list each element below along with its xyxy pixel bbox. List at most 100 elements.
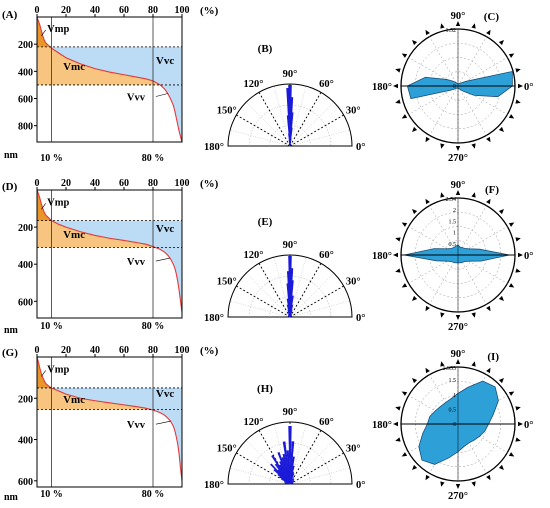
polar-rmax-label: 1.52 (446, 28, 457, 34)
polar-spoke (429, 36, 459, 87)
polar-tick-marker (440, 23, 445, 29)
rose-spoke (289, 129, 350, 147)
polar-angle-270: 270° (448, 491, 468, 502)
rose-angle-label: 30° (346, 444, 361, 455)
polar-angle-180: 180° (372, 251, 392, 262)
mr2-label: 80 % (142, 321, 165, 332)
rose-spoke (289, 272, 335, 318)
polar-tick-marker (395, 406, 401, 411)
polar-angle-270: 270° (448, 153, 468, 164)
polar-tick-marker (455, 359, 461, 364)
rose-angle-label: 60° (319, 417, 334, 428)
rose-chart-b: (B) 0° 30° 60° 90° 120° 150° 180° (204, 43, 365, 153)
polar-r-tick-label: 2 (453, 208, 456, 214)
mr2-label: 80 % (142, 489, 165, 500)
vvv-region (151, 409, 182, 487)
rose-angle-label: 0° (356, 142, 365, 153)
polar-tick-marker (401, 452, 408, 457)
y-tick-label: 200 (18, 394, 33, 405)
y-unit-label: nm (4, 150, 19, 161)
polar-tick-marker (498, 209, 504, 215)
panel-label: (I) (487, 351, 499, 363)
panel-label: (A) (2, 9, 18, 21)
rose-spoke (289, 467, 350, 485)
rose-petal (287, 315, 291, 318)
vvc-region (50, 46, 182, 85)
rose-spoke (289, 86, 307, 147)
polar-tick-marker (440, 481, 445, 487)
rose-angle-label: 60° (319, 79, 334, 90)
rose-angle-label: 150° (217, 277, 237, 288)
vvv-label: Vvv (127, 420, 146, 431)
area-chart-a: (A) 0 20 40 60 80 100 (%) 200 400 600 800 nm 10 % 80 %… (2, 5, 219, 164)
polar-r-tick-label: 1 (453, 231, 456, 237)
vmc-region (37, 387, 152, 410)
polar-tick-marker (401, 391, 408, 396)
polar-tick-marker (425, 198, 430, 205)
x-tick-label: 60 (119, 345, 129, 356)
vmc-region (37, 46, 161, 85)
rose-petal (289, 473, 295, 485)
polar-angle-0: 0° (524, 251, 533, 262)
vmc-label: Vmc (63, 61, 85, 73)
rose-angle-label: 180° (204, 313, 224, 324)
y-tick-label: 800 (18, 122, 33, 133)
polar-chart-i: (I) 1.953 1.5 1 0.5 0 90° 180° 270° 0° (372, 349, 533, 502)
polar-rmax-label: 1.953 (443, 366, 457, 372)
polar-tick-marker (395, 99, 401, 104)
polar-tick-marker (455, 190, 461, 195)
polar-spoke (429, 254, 459, 305)
polar-spoke (429, 205, 459, 256)
vvv-pointer (155, 257, 171, 262)
x-tick-label: 20 (61, 5, 71, 16)
x-tick-label: 60 (119, 178, 129, 189)
polar-tick-marker (515, 68, 521, 73)
polar-tick-marker (518, 83, 523, 89)
vvv-pointer (155, 420, 171, 425)
y-tick-label: 400 (18, 67, 33, 78)
area-chart-d: (D) 0 20 40 60 80 100 (%) 200 400 600 nm 10 % 80 % Vmp… (2, 178, 219, 336)
x-tick-label: 20 (61, 178, 71, 189)
polar-tick-marker (425, 29, 430, 36)
rose-angle-label: 0° (356, 313, 365, 324)
polar-tick-marker (498, 40, 504, 46)
rose-angle-label: 120° (244, 79, 264, 90)
x-tick-label: 0 (35, 345, 40, 356)
polar-tick-marker (412, 209, 418, 215)
vmp-region (37, 190, 52, 221)
polar-r-tick-label: 1.5 (449, 378, 457, 384)
polar-tick-marker (486, 136, 491, 143)
plot-frame (36, 16, 183, 143)
polar-tick-marker (486, 305, 491, 312)
polar-spoke (457, 205, 487, 256)
x-tick-label: 40 (90, 178, 100, 189)
polar-tick-marker (412, 464, 418, 470)
x-tick-label: 40 (90, 5, 100, 16)
polar-angle-270: 270° (448, 322, 468, 333)
y-tick-label: 600 (18, 477, 33, 488)
x-tick-label: 80 (148, 345, 158, 356)
x-tick-label: 100 (175, 5, 190, 16)
polar-tick-marker (440, 312, 445, 318)
x-tick-label: 80 (148, 178, 158, 189)
polar-angle-90: 90° (451, 180, 466, 191)
vmp-label: Vmp (47, 364, 69, 375)
polar-angle-0: 0° (524, 82, 533, 93)
rose-spoke (230, 300, 291, 318)
rose-angle-label: 90° (283, 407, 298, 418)
polar-angle-90: 90° (451, 349, 466, 360)
y-tick-label: 600 (18, 297, 33, 308)
mr1-label: 10 % (40, 489, 63, 500)
polar-tick-marker (412, 378, 418, 384)
polar-tick-marker (508, 283, 515, 288)
bearing-curve (36, 356, 183, 481)
polar-r-tick-label: 1.5 (449, 219, 457, 225)
polar-tick-marker (498, 126, 504, 132)
vvc-label: Vvc (156, 388, 174, 400)
polar-tick-marker (498, 378, 504, 384)
polar-r-tick-label: 0 (453, 84, 456, 90)
polar-r-tick-label: 0.5 (449, 242, 457, 248)
x-tick-label: 80 (148, 5, 158, 16)
rose-angle-label: 30° (346, 277, 361, 288)
polar-angle-180: 180° (372, 420, 392, 431)
